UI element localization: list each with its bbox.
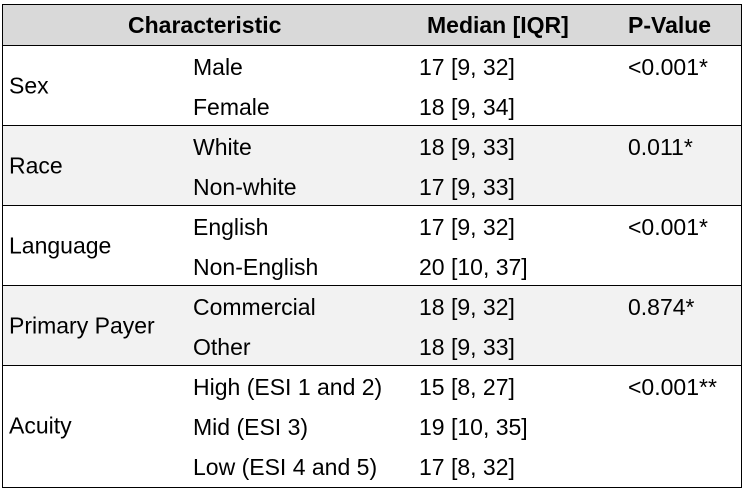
group-label: Race	[9, 152, 63, 178]
subgroup-cell: White	[193, 134, 252, 160]
group-acuity: Acuity High (ESI 1 and 2) 15 [8, 27] <0.…	[3, 366, 741, 486]
table-row: High (ESI 1 and 2) 15 [8, 27] <0.001**	[3, 366, 741, 406]
median-cell: 20 [10, 37]	[419, 254, 528, 280]
header-characteristic: Characteristic	[128, 12, 282, 38]
table-row: Non-white 17 [9, 33]	[3, 166, 741, 206]
table-row: Commercial 18 [9, 32] 0.874*	[3, 286, 741, 326]
subgroup-cell: Low (ESI 4 and 5)	[193, 454, 378, 480]
median-cell: 18 [9, 32]	[419, 294, 515, 320]
subgroup-cell: Commercial	[193, 294, 316, 320]
table-row: Non-English 20 [10, 37]	[3, 246, 741, 286]
p-value-cell: 0.011*	[628, 134, 693, 160]
median-cell: 17 [9, 32]	[419, 54, 515, 80]
table-row: Low (ESI 4 and 5) 17 [8, 32]	[3, 446, 741, 486]
median-cell: 19 [10, 35]	[419, 414, 528, 440]
p-value-cell: <0.001**	[628, 374, 717, 400]
subgroup-cell: Male	[193, 54, 243, 80]
table-row: Mid (ESI 3) 19 [10, 35]	[3, 406, 741, 446]
group-race: Race White 18 [9, 33] 0.011* Non-white 1…	[3, 126, 741, 206]
header-median-iqr: Median [IQR]	[427, 12, 569, 38]
median-cell: 17 [9, 32]	[419, 214, 515, 240]
group-label: Sex	[9, 72, 49, 98]
table-row: Male 17 [9, 32] <0.001*	[3, 46, 741, 86]
group-label: Language	[9, 232, 112, 258]
p-value-cell: <0.001*	[628, 214, 708, 240]
p-value-cell: 0.874*	[628, 294, 695, 320]
table-row: Other 18 [9, 33]	[3, 326, 741, 366]
group-label: Primary Payer	[9, 312, 155, 338]
subgroup-cell: Mid (ESI 3)	[193, 414, 309, 440]
table-header: Characteristic Median [IQR] P-Value	[3, 5, 741, 46]
subgroup-cell: High (ESI 1 and 2)	[193, 374, 383, 400]
subgroup-cell: English	[193, 214, 269, 240]
p-value-cell: <0.001*	[628, 54, 708, 80]
subgroup-cell: Non-white	[193, 174, 297, 200]
subgroup-cell: Other	[193, 334, 251, 360]
table-row: White 18 [9, 33] 0.011*	[3, 126, 741, 166]
table-row: Female 18 [9, 34]	[3, 86, 741, 126]
median-cell: 17 [9, 33]	[419, 174, 515, 200]
group-primary-payer: Primary Payer Commercial 18 [9, 32] 0.87…	[3, 286, 741, 366]
median-cell: 18 [9, 34]	[419, 94, 515, 120]
subgroup-cell: Non-English	[193, 254, 319, 280]
subgroup-cell: Female	[193, 94, 270, 120]
results-table: Characteristic Median [IQR] P-Value Sex …	[2, 4, 742, 488]
header-p-value: P-Value	[628, 12, 712, 38]
table-row: English 17 [9, 32] <0.001*	[3, 206, 741, 246]
group-sex: Sex Male 17 [9, 32] <0.001* Female 18 [9…	[3, 46, 741, 126]
median-cell: 15 [8, 27]	[419, 374, 515, 400]
group-language: Language English 17 [9, 32] <0.001* Non-…	[3, 206, 741, 286]
median-cell: 18 [9, 33]	[419, 134, 515, 160]
median-cell: 18 [9, 33]	[419, 334, 515, 360]
group-label: Acuity	[9, 412, 72, 439]
median-cell: 17 [8, 32]	[419, 454, 515, 480]
